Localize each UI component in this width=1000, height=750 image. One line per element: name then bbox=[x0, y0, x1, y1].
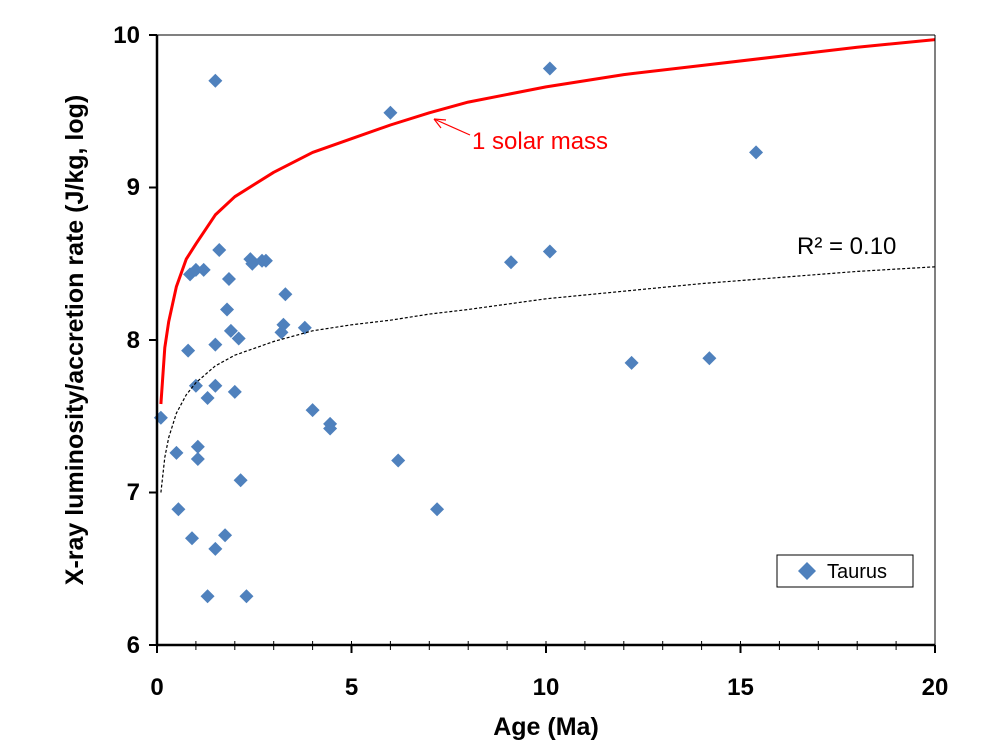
annotation-arrowhead bbox=[433, 118, 447, 129]
curves bbox=[159, 38, 936, 493]
data-point bbox=[227, 384, 242, 399]
data-point bbox=[208, 541, 223, 556]
annotation-arrow bbox=[433, 118, 471, 136]
solar-mass-annotation: 1 solar mass bbox=[433, 118, 608, 155]
x-axis-title: Age (Ma) bbox=[493, 713, 599, 741]
data-point bbox=[200, 589, 215, 604]
legend-label-taurus: Taurus bbox=[827, 561, 887, 583]
y-tick-label-10: 10 bbox=[113, 22, 140, 49]
data-point bbox=[542, 244, 557, 259]
data-point bbox=[221, 272, 236, 286]
data-point bbox=[208, 378, 223, 393]
data-point bbox=[208, 73, 223, 88]
data-point bbox=[258, 253, 273, 268]
data-point bbox=[223, 323, 238, 338]
data-point bbox=[200, 390, 215, 405]
trendline-curve bbox=[160, 266, 936, 493]
legend: Taurus bbox=[776, 554, 914, 588]
data-point bbox=[188, 262, 203, 277]
r-squared-label: R² = 0.10 bbox=[797, 233, 896, 260]
data-point bbox=[383, 105, 398, 120]
data-point bbox=[391, 453, 406, 468]
data-point bbox=[220, 302, 235, 317]
data-point bbox=[542, 61, 557, 76]
x-tick-label-10: 10 bbox=[533, 674, 560, 701]
solar-mass-label: 1 solar mass bbox=[472, 128, 608, 155]
data-point bbox=[624, 355, 639, 370]
data-point bbox=[231, 331, 246, 346]
x-tick-label-15: 15 bbox=[727, 674, 754, 701]
data-point bbox=[190, 451, 205, 466]
data-points bbox=[153, 61, 764, 604]
ticks bbox=[149, 34, 936, 653]
data-point bbox=[233, 473, 248, 488]
data-point bbox=[208, 337, 223, 352]
legend-marker bbox=[798, 562, 816, 580]
x-tick-label-5: 5 bbox=[345, 674, 358, 701]
data-point bbox=[190, 439, 205, 454]
y-tick-label-6: 6 bbox=[127, 632, 140, 659]
data-point bbox=[278, 287, 293, 302]
data-point bbox=[169, 445, 184, 460]
y-tick-label-7: 7 bbox=[127, 479, 140, 506]
data-point bbox=[196, 262, 211, 277]
data-point bbox=[749, 145, 764, 160]
y-tick-label-8: 8 bbox=[127, 327, 140, 354]
data-point bbox=[212, 243, 227, 258]
data-point bbox=[305, 403, 320, 418]
data-point bbox=[218, 528, 233, 543]
tick-labels: 6 7 8 9 10 0 5 10 15 20 bbox=[113, 22, 948, 701]
solar-mass-curve bbox=[159, 38, 936, 405]
data-point bbox=[503, 255, 518, 270]
axes bbox=[149, 34, 936, 653]
data-point bbox=[181, 343, 196, 358]
data-point bbox=[239, 589, 254, 604]
data-point bbox=[297, 320, 312, 335]
y-tick-label-9: 9 bbox=[127, 174, 140, 201]
data-point bbox=[702, 351, 717, 366]
x-tick-label-0: 0 bbox=[150, 674, 163, 701]
y-axis-title: X-ray luminosity/accretion rate (J/kg, l… bbox=[61, 95, 89, 585]
data-point bbox=[430, 502, 445, 517]
data-point bbox=[323, 421, 338, 436]
x-tick-label-20: 20 bbox=[922, 674, 949, 701]
data-point bbox=[185, 531, 200, 546]
data-point bbox=[188, 378, 203, 393]
data-point bbox=[276, 317, 291, 332]
data-point bbox=[171, 502, 186, 517]
